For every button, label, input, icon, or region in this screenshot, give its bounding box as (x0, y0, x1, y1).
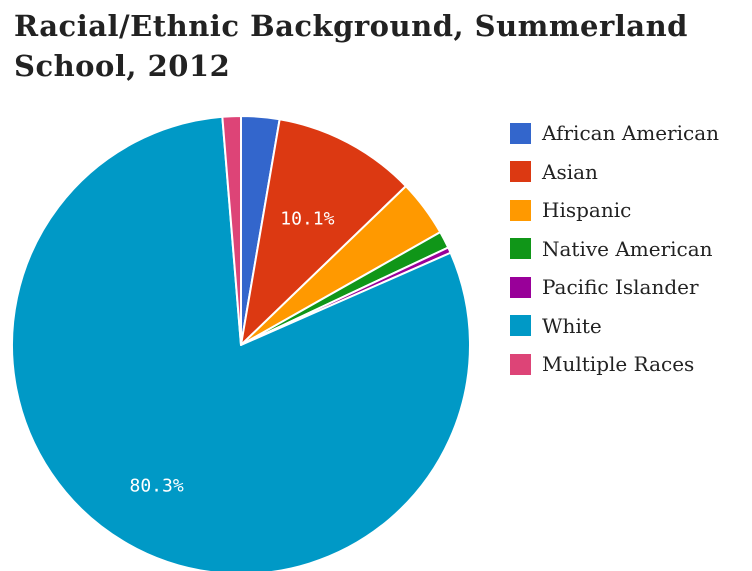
chart-legend: African American Asian Hispanic Native Amer… (510, 114, 719, 384)
legend-item-native-american[interactable]: Native American (510, 230, 719, 269)
legend-item-asian[interactable]: Asian (510, 153, 719, 192)
legend-swatch (510, 199, 531, 221)
legend-label: Asian (542, 159, 598, 184)
legend-label: African American (542, 121, 720, 146)
pie-slice-white[interactable] (11, 115, 471, 571)
legend-label: Hispanic (542, 198, 632, 223)
legend-item-african-american[interactable]: African American (510, 114, 719, 153)
pie-slice-multiple-races[interactable] (221, 114, 242, 346)
legend-item-hispanic[interactable]: Hispanic (510, 191, 719, 230)
slice-label-white: 80.3% (130, 476, 184, 497)
legend-swatch (510, 122, 531, 144)
legend-label: Native American (542, 236, 713, 261)
legend-label: Pacific Islander (542, 275, 699, 300)
legend-label: White (542, 313, 602, 338)
legend-swatch (510, 161, 531, 183)
legend-swatch (510, 315, 531, 337)
slice-label-asian: 10.1% (280, 209, 334, 230)
legend-label: Multiple Races (542, 352, 695, 377)
chart-title: Racial/Ethnic Background, Summerland Sch… (14, 9, 688, 83)
legend-item-pacific-islander[interactable]: Pacific Islander (510, 268, 719, 307)
legend-item-white[interactable]: White (510, 307, 719, 346)
pie-slice-asian[interactable] (240, 118, 407, 346)
legend-swatch (510, 353, 531, 375)
legend-swatch (510, 238, 531, 260)
legend-swatch (510, 276, 531, 298)
legend-item-multiple-races[interactable]: Multiple Races (510, 345, 719, 384)
